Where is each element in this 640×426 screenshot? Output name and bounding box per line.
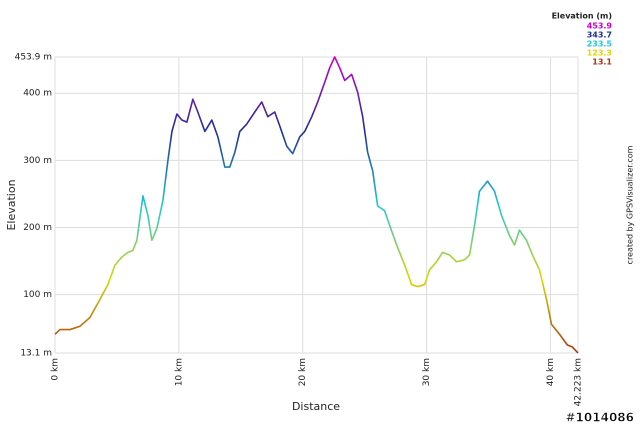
x-tick-label: 42.223 km	[574, 358, 584, 406]
x-tick-label: 10 km	[174, 358, 184, 386]
legend-value: 343.7	[587, 31, 612, 40]
y-tick-label: 300 m	[23, 156, 52, 166]
legend-value: 453.9	[587, 22, 613, 31]
plot-frame	[54, 56, 579, 354]
legend-value: 233.5	[587, 40, 613, 49]
y-axis-label: Elevation	[5, 179, 18, 230]
x-tick-label: 30 km	[422, 358, 432, 386]
y-tick-label: 200 m	[23, 223, 52, 233]
x-axis-label: Distance	[292, 400, 340, 413]
legend-value: 13.1	[592, 58, 612, 67]
x-tick-label: 0 km	[51, 358, 61, 381]
x-tick-label: 20 km	[298, 358, 308, 386]
elevation-line	[54, 56, 579, 354]
y-tick-label: 13.1 m	[20, 349, 52, 359]
watermark: #1014086	[565, 411, 634, 425]
y-tick-label: 100 m	[23, 290, 52, 300]
y-tick-label: 400 m	[23, 89, 52, 99]
legend-title: Elevation (m)	[552, 12, 612, 21]
credit: created by GPSVisualizer.com	[626, 145, 635, 264]
y-tick-label: 453.9 m	[15, 53, 52, 63]
legend-value: 123.3	[587, 49, 612, 58]
x-tick-label: 40 km	[546, 358, 556, 386]
